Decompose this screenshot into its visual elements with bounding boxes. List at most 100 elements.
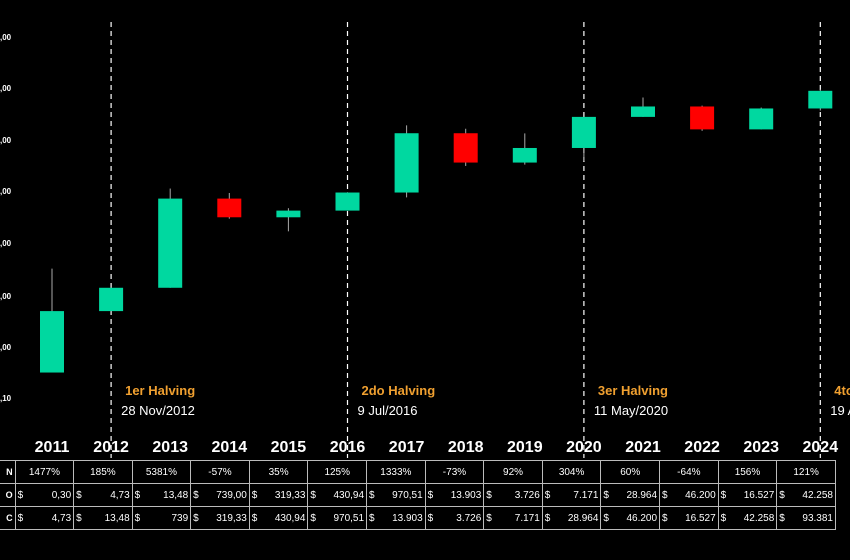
halving-title: 1er Halving xyxy=(125,383,196,398)
currency-symbol: $ xyxy=(310,489,316,501)
price-value: 13,48 xyxy=(163,489,189,501)
halving-date: 9 Jul/2016 xyxy=(357,403,418,418)
price-value: 739 xyxy=(171,512,189,524)
open-price-cell: $46.200 xyxy=(659,483,719,507)
change-cell: -57% xyxy=(190,460,250,484)
price-value: 93.381 xyxy=(802,512,833,524)
y-tick-label: ,00 xyxy=(0,292,12,301)
price-value: 28.964 xyxy=(626,489,658,501)
change-cell: 1333% xyxy=(366,460,426,484)
currency-symbol: $ xyxy=(427,489,434,501)
price-value: 4,73 xyxy=(51,512,72,524)
currency-symbol: $ xyxy=(17,489,24,501)
currency-symbol: $ xyxy=(251,489,258,501)
currency-symbol: $ xyxy=(720,512,727,524)
candle-body xyxy=(276,210,301,218)
change-cell: 60% xyxy=(600,460,661,484)
candle-body xyxy=(158,198,183,288)
price-value: 4,73 xyxy=(110,489,130,501)
table-row-open: O $0,30 $4,73 $13,48 $739,00 $319,33 $430,94 $9… xyxy=(0,483,836,507)
currency-symbol: $ xyxy=(17,512,24,524)
candle-body xyxy=(335,192,360,211)
open-price-cell: $13,48 xyxy=(131,483,192,507)
currency-symbol: $ xyxy=(193,489,199,501)
currency-symbol: $ xyxy=(134,489,141,501)
x-tick-label: 2012 xyxy=(93,439,129,456)
halving-title: 3er Halving xyxy=(597,383,668,398)
price-value: 970,51 xyxy=(392,489,423,501)
change-cell: -73% xyxy=(424,460,485,484)
candle-body xyxy=(40,311,64,373)
close-price-cell: $739 xyxy=(131,506,192,530)
currency-symbol: $ xyxy=(369,489,375,501)
price-table: N 1477% 185% 5381% -57% 35% 125% 1333% -73% 92% 30… xyxy=(0,460,836,530)
candle-body xyxy=(512,147,537,163)
open-price-cell: $7.171 xyxy=(541,483,602,507)
currency-symbol: $ xyxy=(427,512,434,524)
open-price-cell: $430,94 xyxy=(307,483,368,507)
change-cell: 92% xyxy=(483,460,543,484)
currency-symbol: $ xyxy=(544,512,551,524)
change-cell: 304% xyxy=(541,460,602,484)
y-tick-label: ,10 xyxy=(0,394,12,403)
x-tick-label: 2018 xyxy=(447,439,484,456)
currency-symbol: $ xyxy=(486,512,492,524)
change-cell: 35% xyxy=(248,460,309,484)
open-price-cell: $13.903 xyxy=(424,483,485,507)
price-value: 319,33 xyxy=(274,489,306,501)
table-row-close: C $4,73 $13,48 $739 $319,33 $430,94 $970,51 $13… xyxy=(0,506,836,530)
price-value: 3.726 xyxy=(514,489,540,501)
price-value: 42.258 xyxy=(802,489,833,501)
close-price-cell: $970,51 xyxy=(307,506,368,530)
x-tick-label: 2024 xyxy=(802,439,839,456)
y-tick-label: ,00 xyxy=(0,343,12,352)
x-tick-label: 2011 xyxy=(34,439,70,456)
currency-symbol: $ xyxy=(779,512,785,524)
currency-symbol: $ xyxy=(76,489,82,501)
currency-symbol: $ xyxy=(720,489,727,501)
change-cell: 1477% xyxy=(14,460,75,484)
close-price-cell: $7.171 xyxy=(483,506,543,530)
open-price-cell: $3.726 xyxy=(483,483,543,507)
currency-symbol: $ xyxy=(369,512,375,524)
close-price-cell: $46.200 xyxy=(600,506,661,530)
price-value: 16.527 xyxy=(685,512,716,524)
candle-body xyxy=(571,116,596,148)
currency-symbol: $ xyxy=(603,512,609,524)
price-value: 739,00 xyxy=(216,489,247,501)
x-tick-label: 2017 xyxy=(388,439,425,456)
open-price-cell: $16.527 xyxy=(717,483,778,507)
price-value: 13.903 xyxy=(392,512,423,524)
table-row-label: N xyxy=(0,460,16,484)
open-price-cell: $42.258 xyxy=(776,483,836,507)
currency-symbol: $ xyxy=(76,512,82,524)
price-value: 46.200 xyxy=(685,489,716,501)
change-cell: 121% xyxy=(776,460,836,484)
candle-body xyxy=(808,90,833,109)
open-price-cell: $0,30 xyxy=(14,483,75,507)
y-tick-label: ,00 xyxy=(0,136,12,145)
price-value: 970,51 xyxy=(333,512,365,524)
price-value: 430,94 xyxy=(333,489,365,501)
price-value: 13.903 xyxy=(450,489,482,501)
x-tick-label: 2016 xyxy=(329,439,366,456)
x-tick-label: 2022 xyxy=(684,439,720,456)
currency-symbol: $ xyxy=(662,489,668,501)
currency-symbol: $ xyxy=(134,512,141,524)
y-tick-label: ,00 xyxy=(0,84,12,93)
candle-body xyxy=(99,287,124,312)
halving-date: 11 May/2020 xyxy=(593,403,669,418)
x-tick-label: 2014 xyxy=(211,439,248,456)
close-price-cell: $319,33 xyxy=(190,506,250,530)
x-tick-label: 2020 xyxy=(566,439,602,456)
x-tick-label: 2021 xyxy=(625,439,661,456)
table-row-label: C xyxy=(0,506,16,530)
x-tick-label: 2015 xyxy=(270,439,307,456)
price-value: 42.258 xyxy=(743,512,775,524)
open-price-cell: $319,33 xyxy=(248,483,309,507)
candlestick-plot xyxy=(40,22,833,458)
table-row-change: N 1477% 185% 5381% -57% 35% 125% 1333% -73% 92% 30… xyxy=(0,460,836,484)
y-tick-label: ,00 xyxy=(0,187,12,196)
candle-body xyxy=(749,108,774,130)
